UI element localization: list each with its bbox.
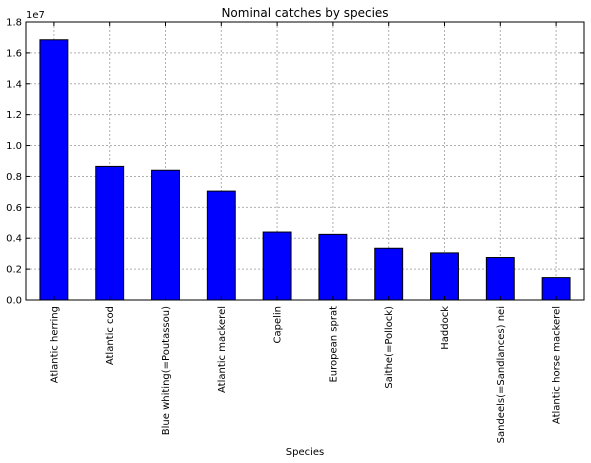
y-tick-label: 1.8 — [6, 18, 22, 29]
bar — [151, 169, 180, 301]
x-tick-label: Sandeels(=Sandlances) nei — [496, 306, 507, 443]
y-offset-label: 1e7 — [26, 10, 45, 21]
y-tick-label: 1.2 — [6, 110, 22, 121]
x-tick-label: Atlantic mackerel — [217, 306, 228, 393]
y-tick-label: 1.4 — [6, 79, 22, 90]
y-tick-label: 0.2 — [6, 265, 22, 276]
x-tick-label: Blue whiting(=Poutassou) — [161, 306, 172, 435]
x-axis-label: Species — [286, 447, 325, 458]
x-axis: Atlantic herring Atlantic cod Blue whiting… — [49, 22, 563, 443]
x-tick-label: Capelin — [273, 306, 284, 344]
plot-area-frame — [25, 21, 585, 301]
bar — [318, 233, 348, 301]
x-tick-label: Atlantic herring — [49, 306, 60, 383]
bar — [374, 247, 404, 301]
y-tick-label: 0.6 — [6, 203, 22, 214]
y-tick-label: 0.8 — [6, 172, 22, 183]
x-tick-label: Atlantic cod — [105, 306, 116, 365]
y-tick-label: 0.4 — [6, 234, 22, 245]
x-tick-label: Haddock — [440, 306, 451, 350]
bar — [430, 252, 459, 301]
bar — [262, 231, 292, 301]
bar — [39, 39, 69, 301]
chart-title: Nominal catches by species — [221, 6, 388, 20]
x-tick-label: Atlantic horse mackerel — [552, 306, 563, 424]
bar — [485, 257, 515, 301]
bar — [95, 165, 125, 301]
y-tick-label: 1.6 — [6, 48, 22, 59]
bar — [206, 190, 236, 301]
y-tick-label: 0.0 — [6, 296, 22, 307]
y-tick-label: 1.0 — [6, 141, 22, 152]
x-tick-label: European sprat — [328, 306, 339, 383]
x-tick-label: Saithe(=Pollock) — [384, 306, 395, 389]
bars-group — [39, 39, 571, 301]
y-axis: 0.0 0.2 0.4 0.6 0.8 1.0 1.2 1.4 1.6 1.8 — [6, 18, 584, 307]
